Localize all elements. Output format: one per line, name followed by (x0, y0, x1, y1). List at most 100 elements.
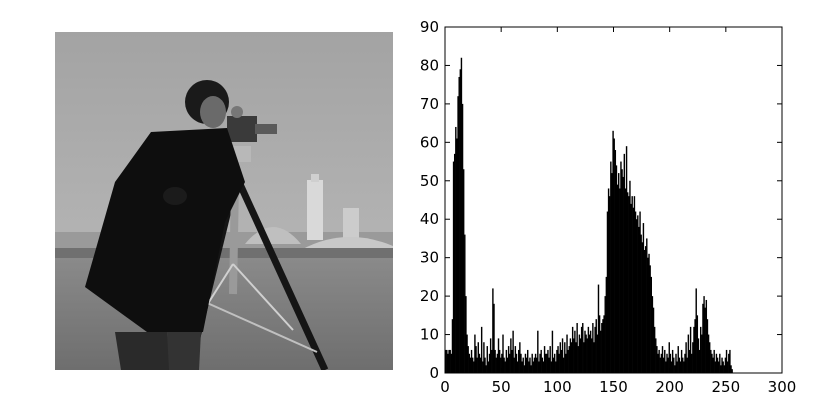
histogram-bar (607, 188, 610, 373)
y-tick-label: 30 (420, 249, 439, 267)
histogram-bar (537, 330, 539, 373)
histogram-bar (711, 353, 713, 373)
histogram-bar (688, 349, 691, 373)
histogram-bar (586, 338, 588, 373)
histogram-bar (487, 361, 490, 373)
histogram-bar (719, 353, 721, 373)
histogram-bar (687, 334, 690, 373)
histogram-bar (453, 153, 456, 373)
histogram-bar (567, 349, 569, 373)
histogram-bars (445, 57, 733, 374)
histogram-bar (479, 357, 482, 373)
histogram-bar (465, 296, 467, 373)
histogram-bar (697, 338, 700, 373)
x-tick-label: 150 (599, 378, 628, 396)
histogram-bar (635, 219, 638, 373)
histogram-bar (540, 349, 542, 373)
histogram-bar (678, 357, 681, 373)
y-tick-label: 70 (420, 95, 439, 113)
histogram-bar (592, 323, 594, 373)
histogram-bar (462, 169, 465, 373)
y-axis: 0 10 20 30 40 50 60 70 80 90 (420, 18, 782, 382)
histogram-bar (470, 349, 473, 373)
histogram-bar (650, 276, 652, 373)
histogram-bar (613, 138, 615, 373)
histogram-bar (640, 234, 642, 373)
histogram-bar (464, 234, 466, 373)
histogram-bar (617, 173, 620, 373)
histogram-bar (642, 223, 645, 373)
histogram-bar (638, 226, 640, 373)
histogram-bar (703, 296, 705, 373)
histogram-bar (471, 357, 474, 373)
histogram-bar (466, 334, 468, 373)
histogram-bar (560, 349, 563, 373)
histogram-bar (500, 357, 502, 373)
histogram-bar (630, 203, 632, 373)
histogram-bar (594, 326, 596, 373)
histogram-bar (652, 307, 655, 373)
histogram-bar (588, 334, 591, 373)
histogram-bar (696, 315, 699, 373)
histogram-bar (510, 338, 512, 373)
histogram-bar (616, 184, 619, 373)
histogram-bar (651, 296, 654, 373)
histogram-bar (604, 296, 606, 373)
histogram-bar (706, 319, 709, 373)
histogram-bar (449, 349, 451, 373)
histogram-bar (457, 96, 459, 373)
histogram-bar (564, 342, 566, 373)
x-tick-label: 0 (440, 378, 450, 396)
histogram-bar (676, 361, 678, 373)
histogram-bar (624, 188, 627, 373)
histogram-bar (501, 353, 503, 373)
histogram-bar (516, 361, 519, 373)
histogram-bar (547, 349, 549, 373)
histogram-bar (677, 346, 679, 373)
histogram-bar (495, 357, 497, 373)
histogram-bar (546, 353, 548, 373)
histogram-bar (714, 361, 717, 373)
histogram-bar (521, 361, 523, 373)
histogram-bar (720, 365, 722, 373)
histogram-bar (570, 342, 573, 373)
histogram-bar (486, 346, 488, 373)
histogram-bar (606, 211, 609, 373)
histogram-bar (668, 342, 670, 373)
histogram-bar (698, 349, 701, 373)
histogram-bar (458, 76, 460, 373)
histogram-bar (566, 334, 568, 373)
histogram-bar (541, 357, 544, 373)
histogram-bar (659, 357, 661, 373)
histogram-bar (648, 253, 650, 373)
histogram-bar (474, 334, 476, 373)
histogram-bar (620, 161, 622, 373)
histogram-bar (484, 357, 486, 373)
histogram-bar (531, 353, 533, 373)
histogram-bar (680, 349, 683, 373)
histogram-bar (726, 361, 729, 373)
histogram-bar (712, 357, 714, 373)
histogram-bar (674, 365, 676, 373)
histogram-bar (558, 353, 560, 373)
histogram-bar (562, 357, 565, 373)
histogram-bar (589, 330, 592, 373)
histogram-bar (666, 353, 668, 373)
histogram-bar (686, 357, 688, 373)
histogram-bar (713, 349, 715, 373)
histogram-bar (577, 346, 579, 373)
histogram-bar (550, 361, 553, 373)
histogram-bar (575, 342, 577, 373)
x-tick-label: 50 (492, 378, 511, 396)
histogram-bar (623, 153, 626, 373)
histogram-bar (682, 357, 684, 373)
x-tick-label: 100 (543, 378, 572, 396)
histogram-bar (730, 365, 732, 373)
histogram-bar (492, 288, 494, 373)
histogram-bar (447, 353, 449, 373)
histogram-bar (585, 334, 587, 373)
histogram-bar (452, 161, 455, 373)
histogram-bar (445, 349, 447, 373)
histogram-bar (605, 276, 608, 373)
histogram-bar (571, 326, 574, 373)
